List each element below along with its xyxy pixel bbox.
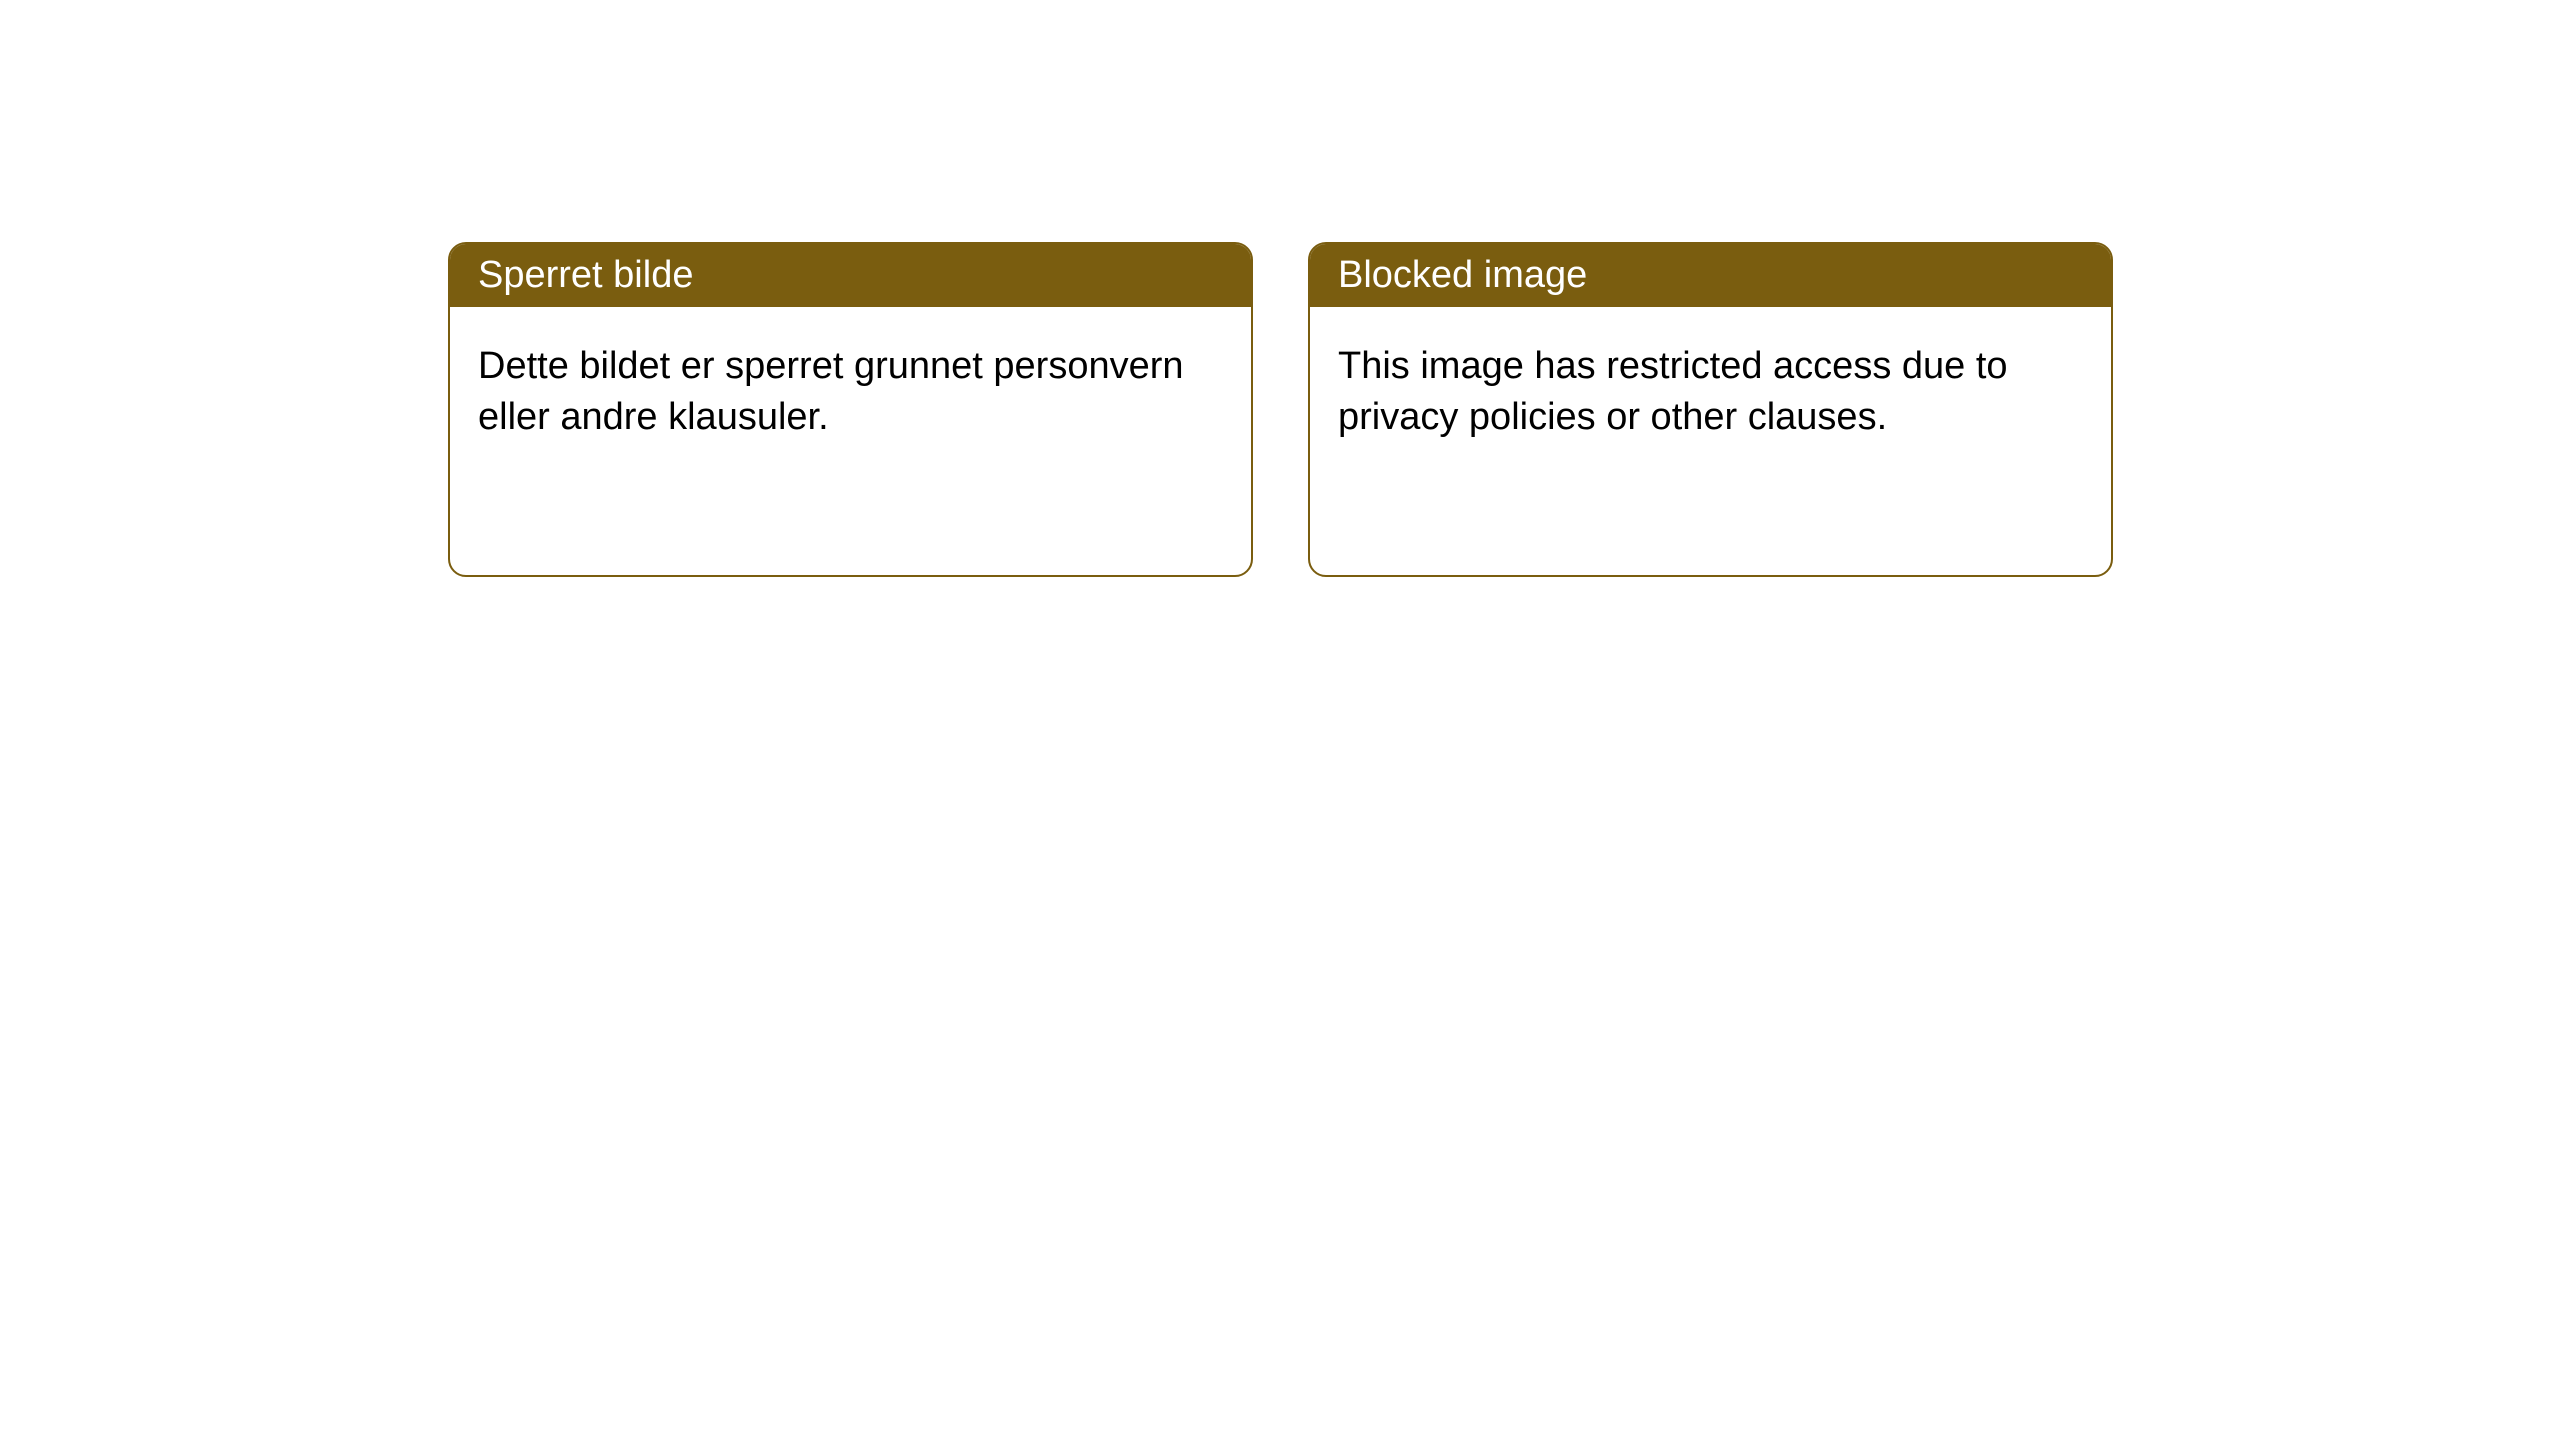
card-title: Blocked image	[1338, 254, 1587, 296]
card-body: This image has restricted access due to …	[1310, 307, 2111, 478]
card-header: Sperret bilde	[450, 244, 1251, 307]
notice-container: Sperret bilde Dette bildet er sperret gr…	[0, 0, 2560, 577]
card-body-text: This image has restricted access due to …	[1338, 345, 2008, 438]
notice-card-norwegian: Sperret bilde Dette bildet er sperret gr…	[448, 242, 1253, 577]
card-header: Blocked image	[1310, 244, 2111, 307]
card-body-text: Dette bildet er sperret grunnet personve…	[478, 345, 1184, 438]
card-body: Dette bildet er sperret grunnet personve…	[450, 307, 1251, 478]
notice-card-english: Blocked image This image has restricted …	[1308, 242, 2113, 577]
card-title: Sperret bilde	[478, 254, 693, 296]
